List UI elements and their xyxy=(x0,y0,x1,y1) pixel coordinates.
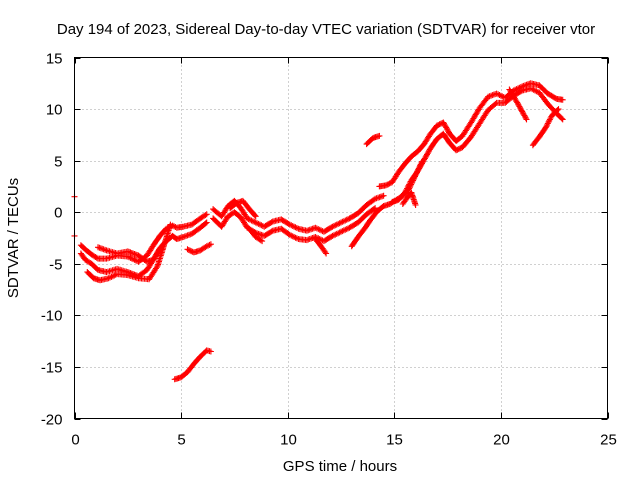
data-series-segment xyxy=(399,189,419,208)
data-series-segment xyxy=(184,241,214,256)
data-point-markers xyxy=(506,86,530,123)
data-point-markers xyxy=(246,225,266,245)
x-axis-title: GPS time / hours xyxy=(283,458,397,475)
data-series-segment xyxy=(171,347,214,383)
data-point-markers xyxy=(95,244,163,265)
x-tick-label: 15 xyxy=(386,432,403,449)
y-tick-label: -15 xyxy=(41,360,63,377)
data-point-markers xyxy=(312,236,330,257)
data-series-segment xyxy=(210,192,387,235)
data-series-segment xyxy=(363,132,383,148)
data-point-markers xyxy=(376,80,566,190)
y-tick-label: -20 xyxy=(41,412,63,429)
data-series-segment xyxy=(246,225,266,245)
data-series-segment xyxy=(95,244,163,265)
data-series-segment xyxy=(389,85,566,205)
chart-title: Day 194 of 2023, Sidereal Day-to-day VTE… xyxy=(57,21,595,38)
data-series-segment xyxy=(376,80,566,190)
data-point-markers xyxy=(399,189,419,208)
data-point-markers xyxy=(171,347,214,383)
data-series-segment xyxy=(506,86,530,123)
y-axis-title: SDTVAR / TECUs xyxy=(5,178,22,298)
data-point-markers xyxy=(389,85,566,205)
data-point-markers xyxy=(84,221,174,284)
data-point-markers xyxy=(529,106,562,149)
data-series-segment xyxy=(210,205,379,245)
y-tick-label: 5 xyxy=(54,154,62,171)
x-tick-label: 5 xyxy=(177,432,185,449)
y-tick-label: -10 xyxy=(41,308,63,325)
data-point-markers xyxy=(210,205,379,245)
data-series-segment xyxy=(227,197,259,220)
data-point-markers xyxy=(227,197,259,220)
data-series-segment xyxy=(84,221,174,284)
x-tick-label: 10 xyxy=(280,432,297,449)
data-series-segment xyxy=(312,236,330,257)
data-marks xyxy=(71,80,566,383)
y-tick-label: -5 xyxy=(49,257,62,274)
plot-frame xyxy=(74,57,608,419)
x-tick-label: 25 xyxy=(600,432,617,449)
axis-ticks: 0 5 10 15 20 25 15 10 5 0 -5 -10 -15 -20 xyxy=(41,51,617,449)
y-tick-label: 15 xyxy=(46,51,63,68)
y-tick-label: 10 xyxy=(46,102,63,119)
y-tick-label: 0 xyxy=(54,205,62,222)
data-point-markers xyxy=(184,241,214,256)
data-point-markers xyxy=(363,132,383,148)
grid xyxy=(74,57,608,419)
x-tick-label: 0 xyxy=(71,432,79,449)
data-series-segment xyxy=(529,106,562,149)
data-point-markers xyxy=(210,192,387,235)
x-tick-label: 20 xyxy=(493,432,510,449)
